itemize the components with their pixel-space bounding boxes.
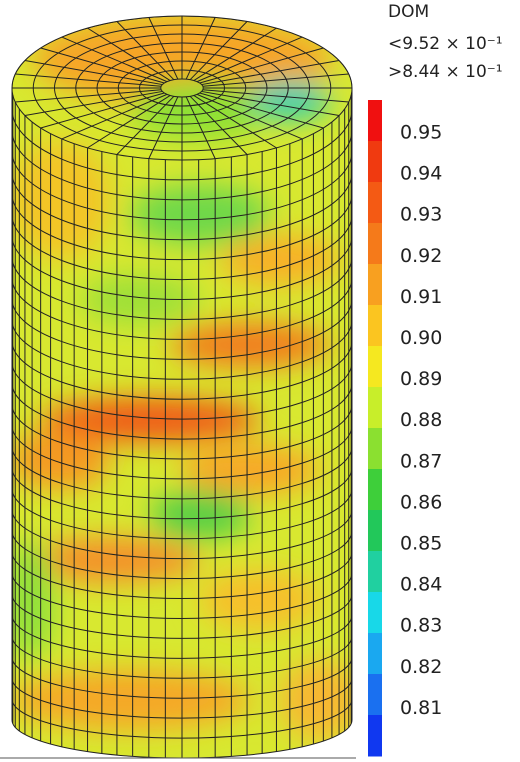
colorbar-segment xyxy=(368,182,382,224)
mesh-disk-spoke xyxy=(189,95,248,155)
mesh-disk-spoke xyxy=(61,93,168,140)
colorbar-label: 0.85 xyxy=(400,533,442,555)
colorbar-label: 0.86 xyxy=(400,491,442,513)
mesh-disk-spoke xyxy=(116,21,175,81)
colorbar-label: 0.92 xyxy=(400,245,442,267)
colorbar-segment xyxy=(368,633,382,675)
colorbar-segment xyxy=(368,469,382,511)
colorbar-label: 0.89 xyxy=(400,368,442,390)
colorbar-segment xyxy=(368,387,382,429)
mesh-disk-spoke xyxy=(202,73,349,87)
cylinder-outline xyxy=(11,15,353,759)
colorbar-label: 0.93 xyxy=(400,204,442,226)
mesh-disk-spoke xyxy=(196,93,303,140)
colorbar-segment xyxy=(368,141,382,183)
mesh-disk-spoke xyxy=(40,47,165,84)
mesh-disk-spoke xyxy=(201,90,340,117)
mesh-disk-spoke xyxy=(189,21,248,81)
colorbar-label: 0.87 xyxy=(400,450,442,472)
cylinder-model xyxy=(12,16,352,758)
mesh-disk-spoke xyxy=(193,27,277,81)
colorbar-label: 0.82 xyxy=(400,656,442,678)
mesh-disk-spoke xyxy=(199,47,324,84)
mesh-disk-spoke xyxy=(87,27,171,81)
colorbar-label: 0.91 xyxy=(400,286,442,308)
mesh-disk-spoke xyxy=(199,92,324,129)
colorbar-label: 0.84 xyxy=(400,574,442,596)
mesh-disk-spoke xyxy=(148,17,179,80)
colorbar-segment xyxy=(368,346,382,388)
colorbar-segment xyxy=(368,264,382,306)
mesh-disk-spoke xyxy=(61,36,168,83)
mesh-disk-spoke xyxy=(201,59,340,86)
mesh-disk-spoke xyxy=(116,95,175,155)
mesh-disk-spoke xyxy=(15,73,162,87)
legend-min: >8.44 × 10⁻¹ xyxy=(388,62,503,82)
colorbar-label: 0.90 xyxy=(400,327,442,349)
colorbar-segment xyxy=(368,428,382,470)
mesh-disk-spoke xyxy=(40,92,165,129)
mesh-disk-spoke xyxy=(193,95,277,149)
colorbar-segment xyxy=(368,715,382,757)
legend-title: DOM xyxy=(388,2,429,22)
colorbar-label: 0.94 xyxy=(400,163,442,185)
colorbar-segment xyxy=(368,510,382,552)
colorbar-label: 0.81 xyxy=(400,697,442,719)
mesh xyxy=(12,16,352,758)
mesh-disk-spoke xyxy=(185,96,216,159)
mesh-disk-spoke xyxy=(24,59,163,86)
colorbar-segment xyxy=(368,551,382,593)
colorbar-label: 0.95 xyxy=(400,122,442,144)
colorbar-label: 0.88 xyxy=(400,409,442,431)
mesh-disk-spoke xyxy=(87,95,171,149)
mesh-disk-spoke xyxy=(185,17,216,80)
mesh-disk-spoke xyxy=(202,89,349,103)
legend-max: <9.52 × 10⁻¹ xyxy=(388,34,503,54)
mesh-disk-spoke xyxy=(24,90,163,117)
colorbar-segment xyxy=(368,674,382,716)
mesh-disk-spoke xyxy=(15,89,162,103)
mesh-disk-spoke xyxy=(148,96,179,159)
colorbar-segment xyxy=(368,100,382,142)
colorbar-segment xyxy=(368,223,382,265)
colorbar: 0.95 0.94 0.93 0.92 0.91 0.90 0.89 0.88 0.87 0.86… xyxy=(368,100,442,757)
colorbar-segment xyxy=(368,592,382,634)
colorbar-segment xyxy=(368,305,382,347)
mesh-disk-spoke xyxy=(196,36,303,83)
colorbar-label: 0.83 xyxy=(400,615,442,637)
